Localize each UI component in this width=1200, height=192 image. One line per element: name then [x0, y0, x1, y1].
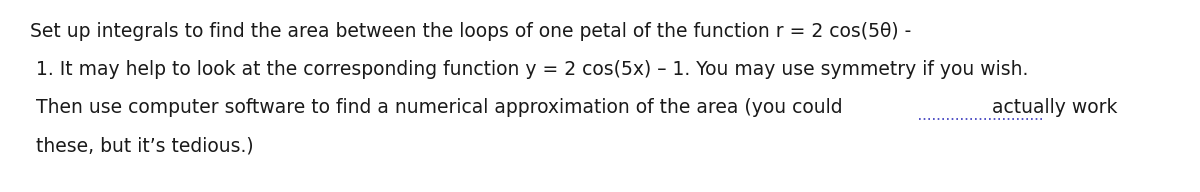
Text: actually work: actually work [992, 98, 1117, 117]
Text: Set up integrals to find the area between the loops of one petal of the function: Set up integrals to find the area betwee… [30, 22, 911, 41]
Text: these, but it’s tedious.): these, but it’s tedious.) [30, 136, 253, 155]
Text: Then use computer software to find a numerical approximation of the area (you co: Then use computer software to find a num… [30, 98, 848, 117]
Text: 1. It may help to look at the corresponding function y = 2 cos(5x) – 1. You may : 1. It may help to look at the correspond… [30, 60, 1028, 79]
